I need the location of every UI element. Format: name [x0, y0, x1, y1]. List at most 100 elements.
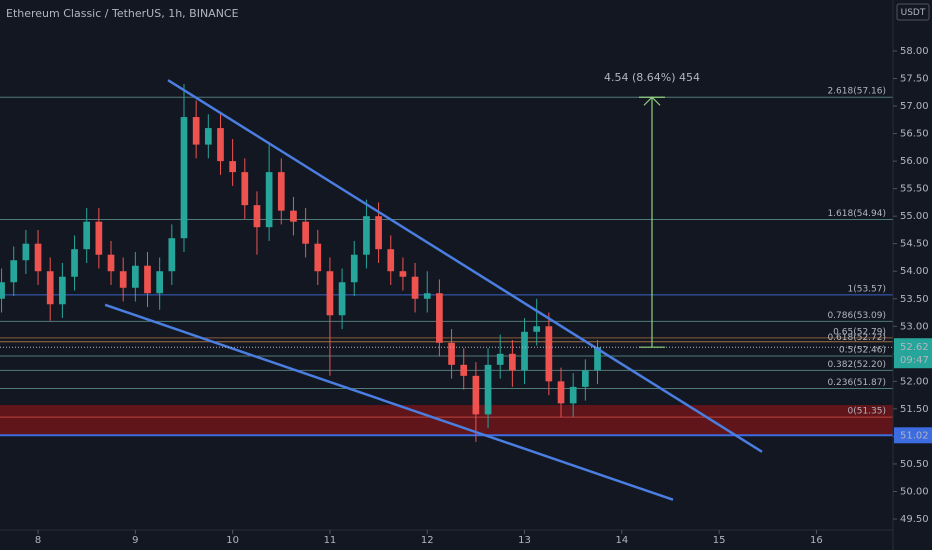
candle-body — [204, 128, 212, 145]
candle-body — [484, 364, 492, 415]
y-tick-label: 57.00 — [900, 101, 929, 112]
candle-body — [59, 276, 66, 305]
fib-label: 2.618(57.16) — [827, 87, 886, 97]
candle-body — [46, 271, 54, 305]
y-tick-label: 58.00 — [900, 46, 929, 57]
candle-body — [581, 370, 589, 387]
candle-body — [387, 249, 395, 272]
measure-label: 4.54 (8.64%) 454 — [604, 71, 700, 84]
fib-label: 1(53.57) — [847, 284, 886, 294]
candle-body — [83, 221, 91, 250]
candle-body — [594, 347, 601, 371]
x-tick-label: 9 — [132, 535, 138, 546]
y-tick-label: 55.50 — [900, 184, 929, 195]
support-price-box — [894, 427, 932, 444]
candle-body — [314, 243, 322, 272]
candle-body — [71, 249, 78, 277]
candle-body — [436, 293, 443, 343]
candle-body — [192, 117, 200, 145]
candle-body — [168, 238, 176, 272]
candle-body — [10, 260, 18, 283]
y-tick-label: 54.00 — [900, 266, 929, 277]
x-tick-label: 16 — [810, 535, 823, 546]
fib-label: 0.65(52.79) — [833, 327, 886, 337]
y-tick-label: 56.50 — [900, 129, 929, 140]
measure-arrow — [643, 96, 661, 106]
y-tick-label: 57.50 — [900, 74, 929, 85]
candle-body — [241, 172, 249, 206]
candle-body — [22, 243, 30, 261]
y-tick-label: 50.50 — [900, 459, 929, 470]
candle-body — [338, 282, 346, 316]
fib-label: 0.382(52.20) — [827, 360, 886, 370]
candle-body — [229, 161, 236, 173]
x-tick-label: 13 — [518, 535, 531, 546]
candle-body — [557, 381, 565, 404]
candle-body — [95, 221, 103, 255]
last-price: 52.62 — [900, 342, 929, 353]
x-tick-label: 14 — [615, 535, 628, 546]
plot: 2.618(57.16) 1.618(54.94) 1(53.57) 0.786(53… — [0, 71, 893, 501]
x-tick-label: 12 — [421, 535, 434, 546]
candle-body — [265, 172, 273, 228]
candle-body — [217, 128, 224, 162]
candle-body — [34, 243, 42, 272]
candle-body — [0, 282, 5, 299]
y-tick-label: 53.00 — [900, 321, 929, 332]
candle-body — [144, 265, 151, 294]
candle-body — [472, 375, 480, 415]
candle-body — [509, 353, 516, 371]
candle-body — [131, 265, 139, 288]
y-tick-label: 55.00 — [900, 211, 929, 222]
candle-body — [423, 293, 431, 299]
fib-label: 1.618(54.94) — [827, 209, 886, 219]
zone — [0, 405, 893, 436]
fib-label: 0(51.35) — [847, 407, 886, 417]
fib-label: 0.236(51.87) — [827, 378, 886, 388]
x-tick-label: 10 — [226, 535, 239, 546]
y-tick-label: 56.00 — [900, 156, 929, 167]
candle-body — [290, 210, 297, 222]
x-tick-label: 15 — [713, 535, 726, 546]
x-tick-label: 8 — [35, 535, 41, 546]
candle-body — [496, 353, 504, 365]
candle-body — [399, 271, 407, 277]
candle-body — [119, 271, 127, 288]
candle-body — [460, 364, 468, 376]
candle-body — [545, 326, 553, 382]
support-price: 51.02 — [900, 430, 929, 441]
fib-label: 0.5(52.46) — [839, 346, 886, 356]
chart-title: Ethereum Classic / TetherUS, 1h, BINANCE — [6, 7, 239, 20]
candle-body — [302, 221, 309, 244]
candle-body — [180, 117, 188, 239]
last-price-box — [894, 338, 932, 369]
candle-body — [277, 172, 285, 211]
y-tick-label: 53.50 — [900, 294, 929, 305]
candle-body — [350, 254, 358, 283]
trendline — [167, 79, 763, 453]
y-tick-label: 50.00 — [900, 486, 929, 497]
candle-body — [375, 216, 382, 250]
fib-label: 0.618(52.72) — [827, 333, 886, 343]
candle-body — [107, 254, 115, 272]
trendline — [104, 303, 674, 501]
y-tick-label: 54.50 — [900, 239, 929, 250]
candle-body — [533, 326, 541, 332]
y-tick-label: 49.50 — [900, 514, 929, 525]
candle-body — [411, 276, 419, 299]
candle-body — [448, 342, 455, 365]
currency: USDT — [901, 8, 926, 18]
x-tick-label: 11 — [324, 535, 337, 546]
candle-body — [521, 331, 528, 371]
candle-body — [363, 216, 370, 255]
y-tick-label: 52.00 — [900, 376, 929, 387]
countdown: 09:47 — [900, 355, 929, 366]
currency-badge — [896, 3, 930, 21]
candle-body — [156, 271, 164, 294]
candle-body — [326, 271, 334, 316]
candle-body — [253, 205, 261, 228]
fib-label: 0.786(53.09) — [827, 311, 886, 321]
y-tick-label: 51.50 — [900, 404, 929, 415]
